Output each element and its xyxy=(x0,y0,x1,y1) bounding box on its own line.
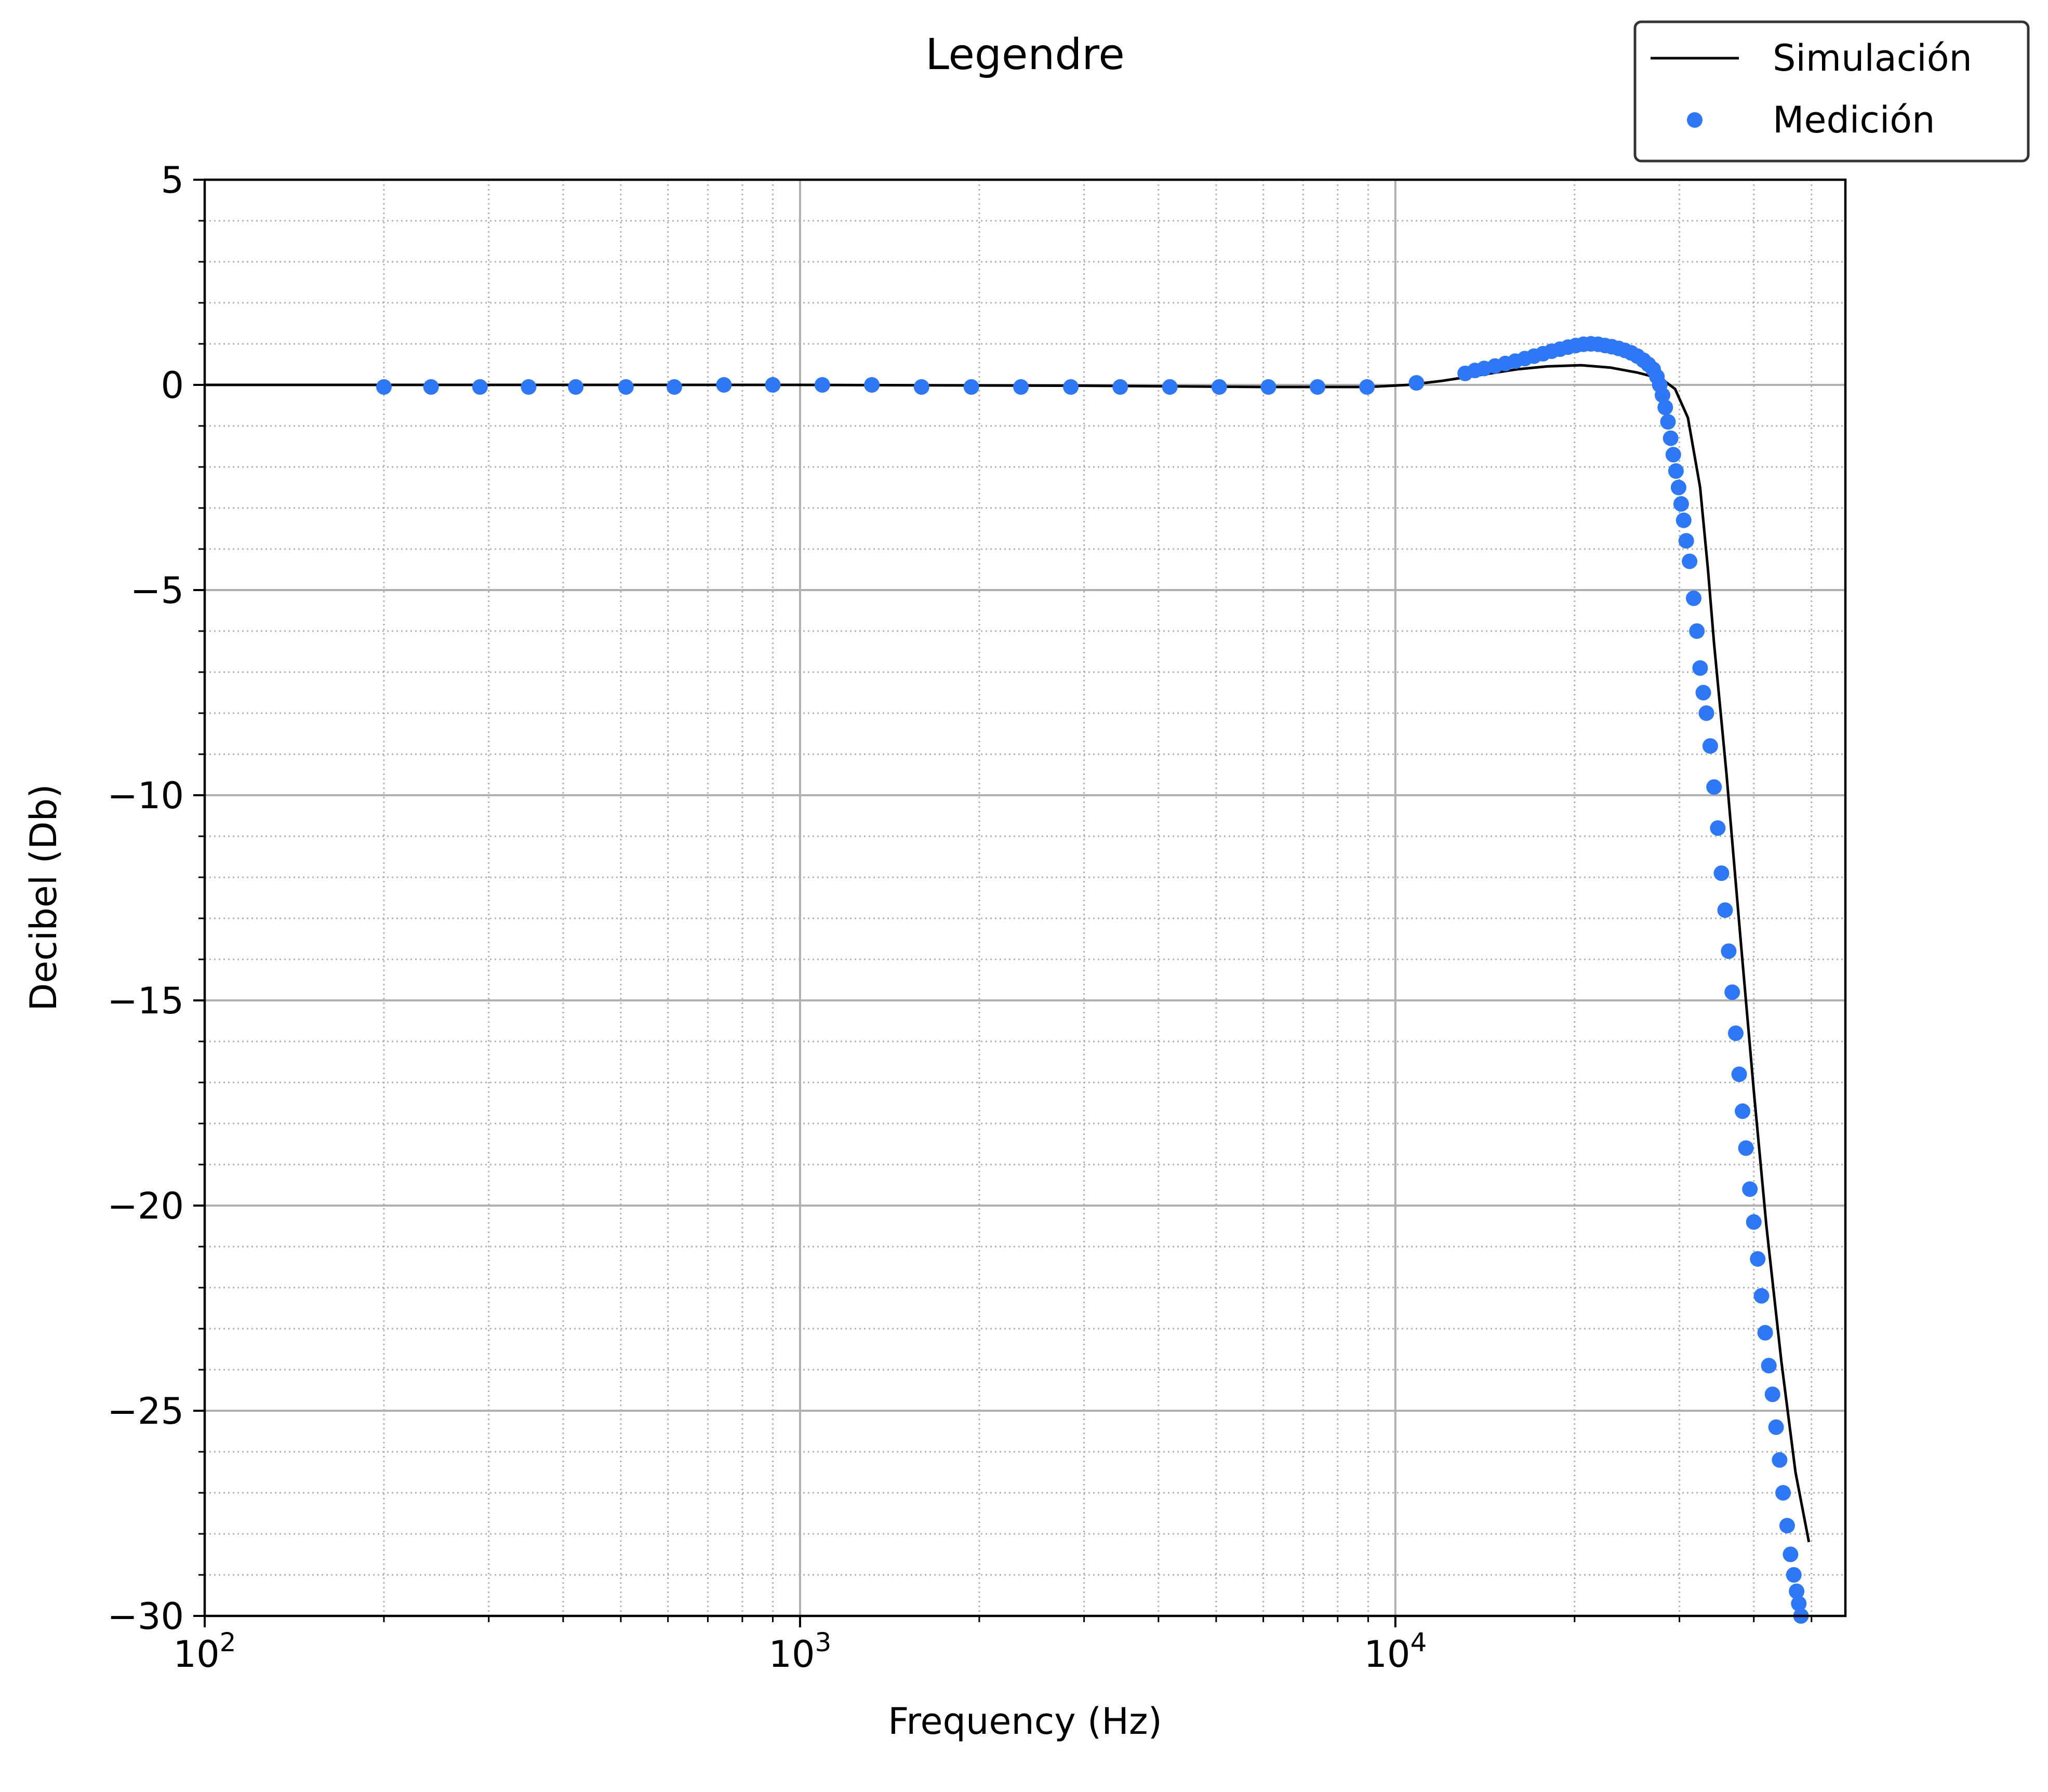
data-point-medicion xyxy=(1783,1546,1799,1562)
data-point-medicion xyxy=(1706,779,1722,795)
y-tick-label: 5 xyxy=(161,159,184,202)
data-point-medicion xyxy=(1731,1066,1747,1082)
data-point-medicion xyxy=(913,379,929,395)
y-tick-label: 0 xyxy=(161,364,184,407)
data-point-medicion xyxy=(1717,902,1733,918)
data-point-medicion xyxy=(376,379,392,395)
data-point-medicion xyxy=(1728,1025,1744,1041)
y-tick-label: −20 xyxy=(107,1185,184,1227)
data-point-medicion xyxy=(1791,1596,1807,1612)
data-point-medicion xyxy=(1260,379,1276,395)
series-layer xyxy=(205,336,1811,1624)
data-point-medicion xyxy=(963,379,979,395)
data-point-medicion xyxy=(1724,984,1740,1000)
data-point-medicion xyxy=(423,379,439,395)
data-point-medicion xyxy=(1689,623,1705,639)
data-point-medicion xyxy=(1702,738,1718,754)
data-point-medicion xyxy=(864,377,880,393)
data-point-medicion xyxy=(1682,553,1698,569)
data-point-medicion xyxy=(1408,375,1425,391)
data-point-medicion xyxy=(1757,1325,1773,1341)
legend-marker-swatch xyxy=(1687,112,1703,128)
data-point-medicion xyxy=(1713,865,1730,881)
legend-label-simulacion: Simulación xyxy=(1773,37,1972,79)
data-point-medicion xyxy=(1657,399,1673,416)
data-point-medicion xyxy=(1710,820,1726,836)
data-point-medicion xyxy=(1678,533,1694,549)
data-point-medicion xyxy=(1112,379,1128,395)
data-point-medicion xyxy=(1310,379,1325,395)
y-tick-label: −25 xyxy=(107,1390,184,1433)
chart-title: Legendre xyxy=(925,30,1125,79)
data-point-medicion xyxy=(1768,1419,1784,1435)
data-point-medicion xyxy=(1721,943,1737,959)
x-tick-label: 104 xyxy=(1364,1627,1427,1676)
data-point-medicion xyxy=(1789,1583,1805,1599)
data-point-medicion xyxy=(1779,1518,1795,1534)
legend: Simulación Medición xyxy=(1633,20,2030,163)
data-point-medicion xyxy=(1750,1251,1766,1267)
data-point-medicion xyxy=(667,379,682,395)
axis-ticks xyxy=(193,179,1813,1627)
data-point-medicion xyxy=(1660,414,1676,430)
x-tick-label: 103 xyxy=(768,1627,831,1676)
data-point-medicion xyxy=(1772,1452,1788,1468)
data-point-medicion xyxy=(521,379,537,395)
data-point-medicion xyxy=(1211,379,1227,395)
y-tick-label: −15 xyxy=(107,980,184,1022)
data-point-medicion xyxy=(1695,685,1711,701)
data-point-medicion xyxy=(472,379,488,395)
data-point-medicion xyxy=(1742,1181,1758,1197)
data-point-medicion xyxy=(1063,379,1079,395)
data-point-medicion xyxy=(1655,387,1670,403)
data-point-medicion xyxy=(1738,1140,1754,1156)
y-tick-labels: 5 0 −5 −10 −15 −20 −25 −30 xyxy=(107,159,184,1638)
data-point-medicion xyxy=(1692,660,1708,676)
data-point-medicion xyxy=(1663,430,1679,446)
data-point-medicion xyxy=(568,379,584,395)
data-point-medicion xyxy=(1668,463,1684,479)
legend-label-medicion: Medición xyxy=(1773,99,1935,141)
y-tick-label: −5 xyxy=(130,569,184,612)
data-point-medicion xyxy=(1359,379,1375,395)
data-point-medicion xyxy=(1753,1288,1770,1304)
data-point-medicion xyxy=(814,377,830,393)
data-point-medicion xyxy=(1686,590,1701,606)
x-tick-label: 102 xyxy=(174,1627,236,1676)
data-point-medicion xyxy=(1761,1358,1777,1374)
y-tick-label: −10 xyxy=(107,774,184,817)
x-axis-label: Frequency (Hz) xyxy=(888,1700,1162,1743)
data-point-medicion xyxy=(618,379,634,395)
y-tick-label: −30 xyxy=(107,1595,184,1638)
data-point-medicion xyxy=(1162,379,1178,395)
data-point-medicion xyxy=(1698,705,1714,721)
x-tick-labels: 102 103 104 xyxy=(174,1627,1427,1676)
data-point-medicion xyxy=(1013,379,1029,395)
y-axis-label: Decibel (Db) xyxy=(22,784,65,1011)
data-point-medicion xyxy=(765,377,781,393)
data-point-medicion xyxy=(1775,1485,1791,1501)
legend-frame xyxy=(1633,20,2030,163)
data-point-medicion xyxy=(1764,1386,1780,1402)
plot-frame xyxy=(203,178,1847,1617)
data-point-medicion xyxy=(1675,512,1692,528)
data-point-medicion xyxy=(1670,479,1686,496)
data-point-medicion xyxy=(1746,1214,1762,1230)
minor-grid xyxy=(205,180,1845,1616)
data-point-medicion xyxy=(1673,496,1689,512)
data-point-medicion xyxy=(716,377,732,393)
data-point-medicion xyxy=(1786,1567,1802,1583)
data-point-medicion xyxy=(1665,447,1681,463)
data-point-medicion xyxy=(1735,1103,1751,1119)
